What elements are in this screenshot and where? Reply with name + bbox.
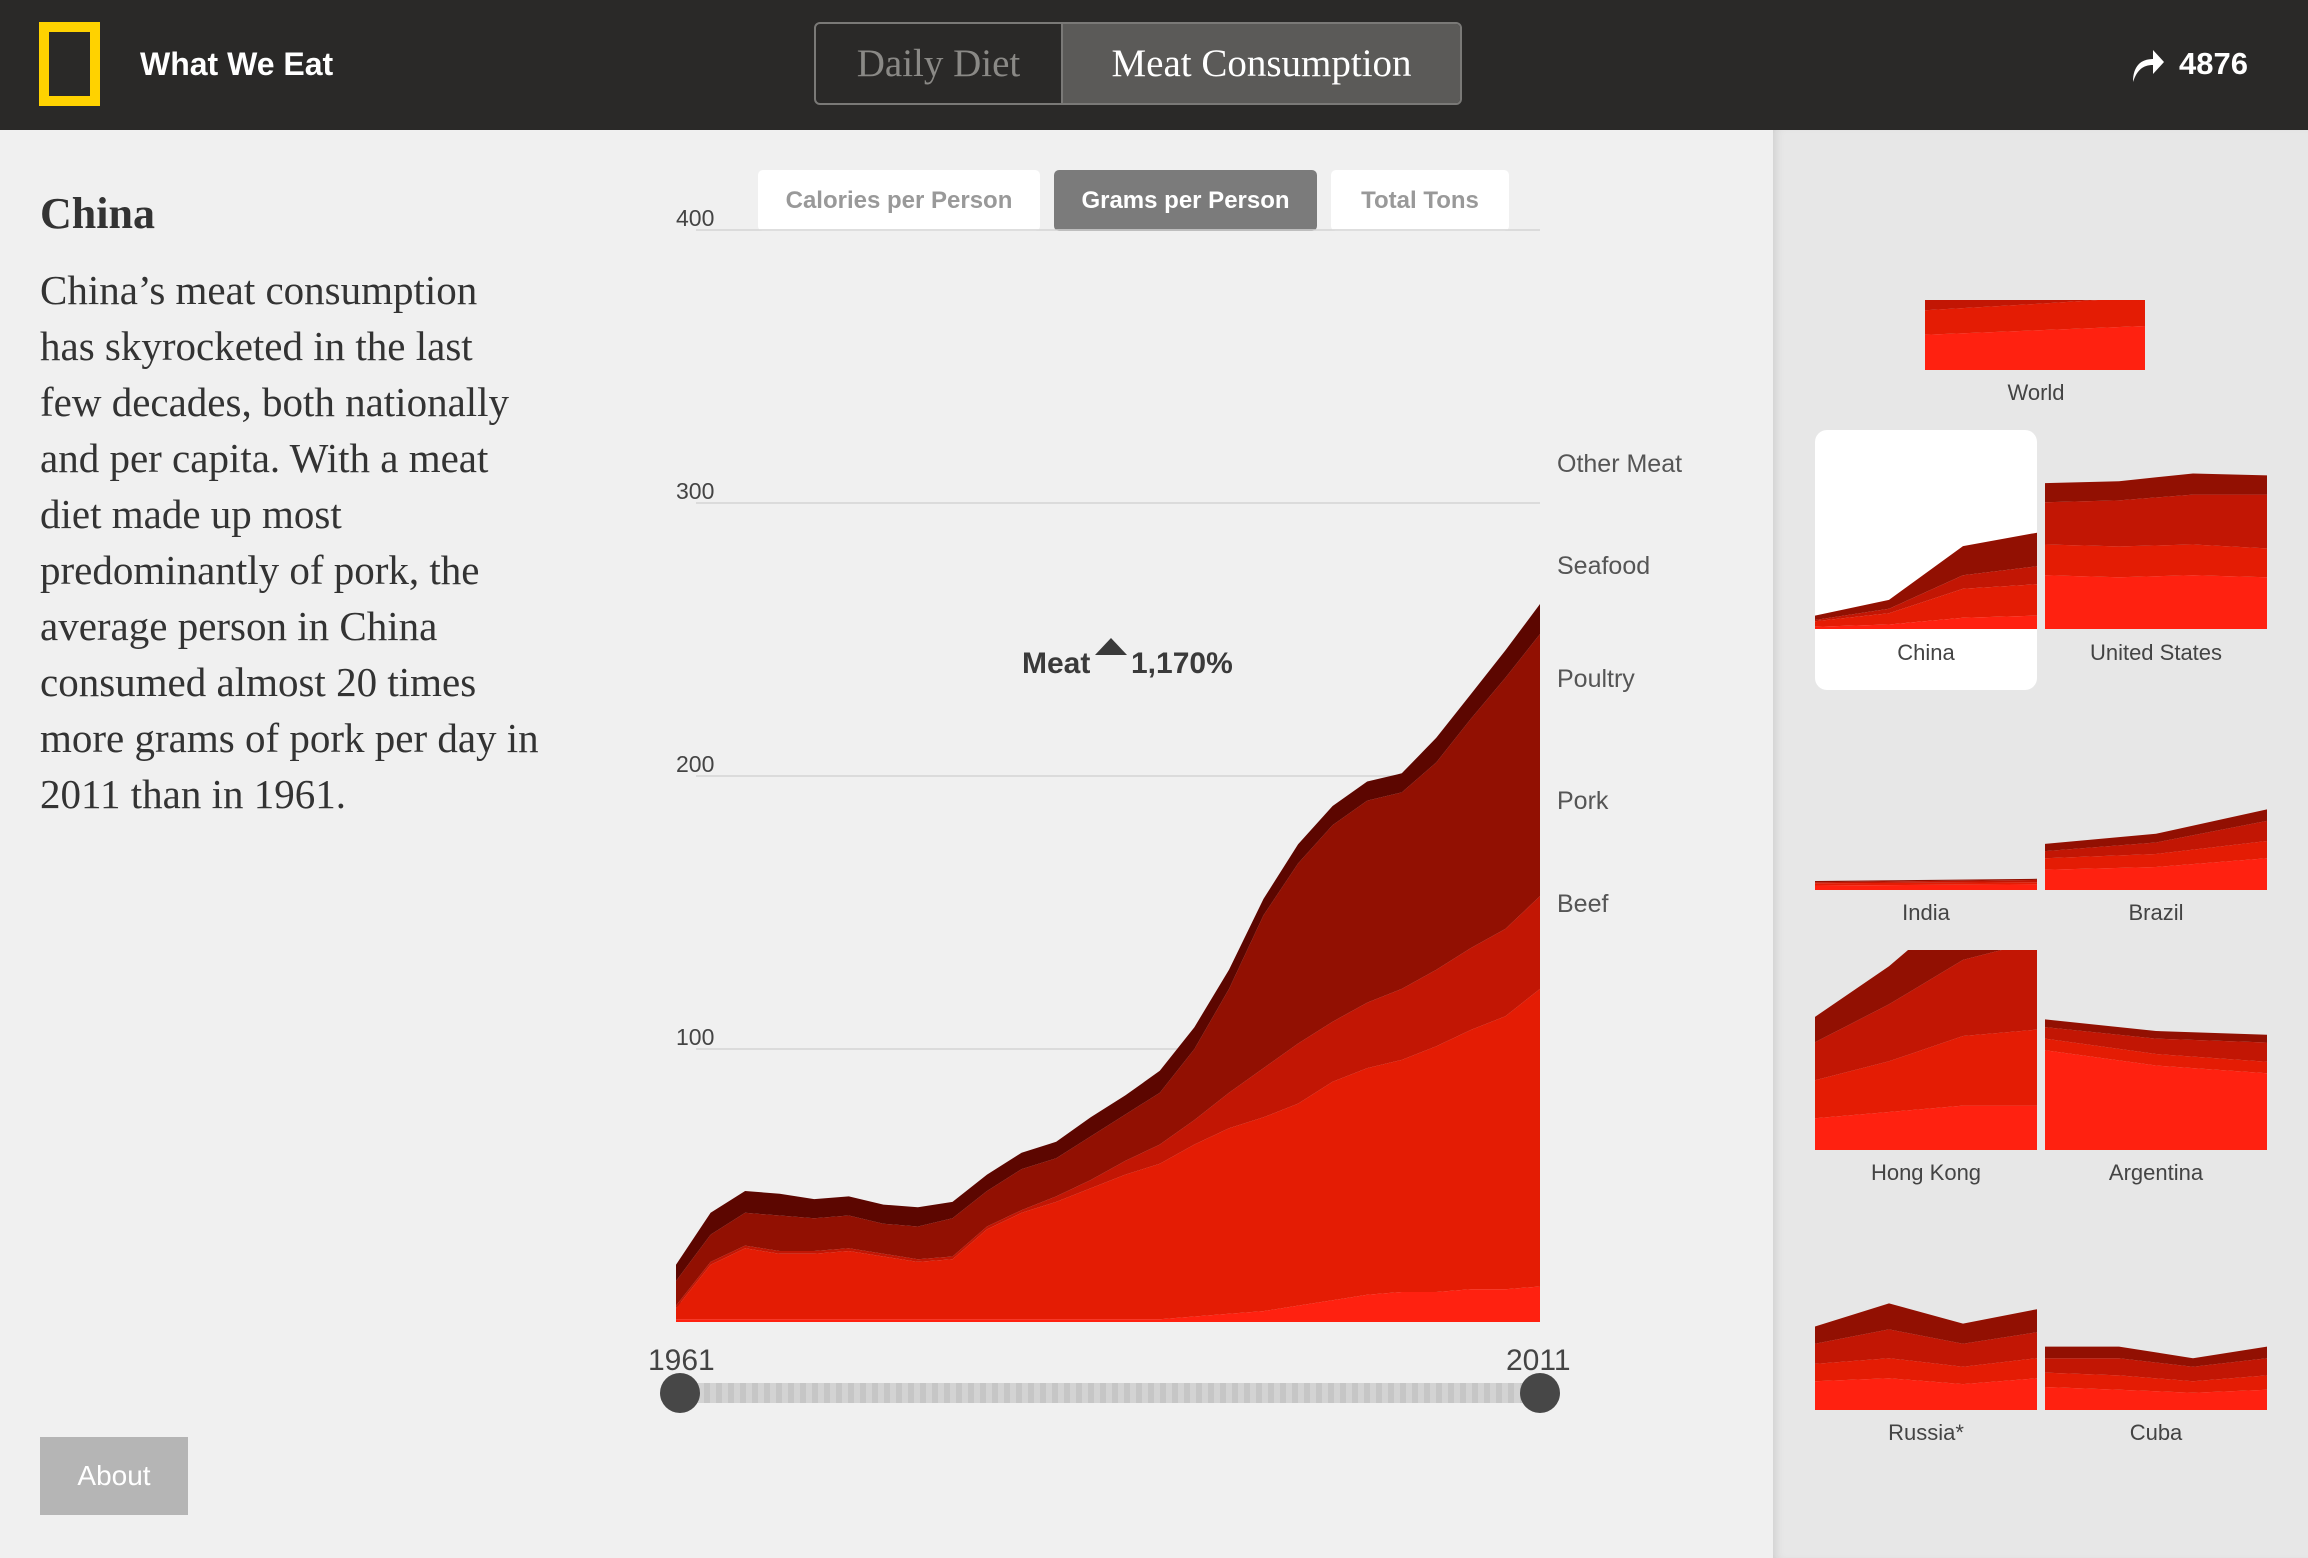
sparkline-area — [1815, 532, 2037, 620]
sparkline-area — [1815, 1329, 2037, 1367]
thumbnail-label: China — [1897, 640, 1955, 665]
sparkline-area — [2045, 1050, 2267, 1150]
thumbnail-cuba[interactable]: Cuba — [2045, 1220, 2267, 1470]
sparkline-world — [1925, 300, 2145, 370]
slider-end-handle[interactable] — [1520, 1373, 1560, 1413]
thumbnail-label: United States — [2089, 640, 2223, 665]
sparkline-area — [1815, 1029, 2037, 1119]
thumbnail-label: Russia* — [1888, 1420, 1964, 1445]
sparkline-area — [2045, 858, 2267, 890]
sparkline-area — [1815, 1303, 2037, 1344]
sparkline-area — [2045, 1372, 2267, 1393]
sparkline-area — [1815, 879, 2037, 884]
area-beef[interactable] — [676, 1286, 1540, 1323]
sparkline-united-states — [2045, 473, 2267, 629]
series-label-seafood: Seafood — [1557, 552, 1650, 580]
sparkline-area — [2045, 544, 2267, 578]
tab-daily-diet[interactable]: Daily Diet — [816, 24, 1063, 103]
tab-grams-per-person[interactable]: Grams per Person — [1054, 170, 1317, 231]
annotation-meat-label: Meat — [1022, 647, 1090, 680]
up-triangle-icon — [1095, 638, 1127, 655]
sparkline-brazil — [2045, 809, 2267, 890]
sparkline-area — [2045, 820, 2267, 859]
sparkline-area — [2045, 1019, 2267, 1043]
country-description: China’s meat consumption has skyrocketed… — [40, 267, 539, 817]
sparkline-area — [2045, 1346, 2267, 1367]
share-button[interactable]: 4876 — [2129, 44, 2248, 84]
sparkline-russia — [1815, 1303, 2037, 1410]
thumbnail-label: India — [1902, 900, 1950, 925]
sparkline-area — [2045, 1358, 2267, 1382]
thumbnail-hong-kong[interactable]: Hong Kong — [1815, 950, 2037, 1210]
country-title: China — [40, 189, 155, 238]
sparkline-area — [1815, 566, 2037, 622]
sparkline-hong-kong — [1815, 950, 2037, 1150]
sparkline-area — [1925, 326, 2145, 370]
sparkline-area — [1925, 300, 2145, 335]
area-other-meat[interactable] — [676, 604, 1540, 1281]
series-label-beef: Beef — [1557, 890, 1608, 918]
sparkline-area — [1815, 615, 2037, 629]
share-arrow-icon — [2133, 50, 2165, 82]
area-pork[interactable] — [676, 988, 1540, 1320]
thumbnail-india[interactable]: India — [1815, 700, 2037, 950]
sparkline-china — [1815, 532, 2037, 629]
sparkline-area — [1815, 1105, 2037, 1150]
sparkline-area — [1815, 882, 2037, 886]
tab-calories-per-person[interactable]: Calories per Person — [758, 170, 1040, 231]
thumbnail-label: Cuba — [2129, 1420, 2183, 1445]
sparkline-area — [1815, 1358, 2037, 1385]
y-tick-label: 400 — [676, 205, 714, 231]
sparkline-india — [1815, 878, 2037, 890]
y-tick-label: 100 — [676, 1024, 714, 1050]
area-seafood[interactable] — [676, 634, 1540, 1306]
mode-toggle: Daily Diet Meat Consumption — [814, 22, 1462, 105]
sparkline-area — [2045, 1038, 2267, 1074]
thumbnail-china[interactable]: China — [1815, 430, 2037, 690]
thumbnail-russia[interactable]: Russia* — [1815, 1220, 2037, 1470]
share-count: 4876 — [2179, 46, 2248, 81]
sparkline-area — [2045, 841, 2267, 870]
y-tick-label: 200 — [676, 751, 714, 777]
sparkline-area — [2045, 1387, 2267, 1410]
year-range-slider[interactable] — [680, 1383, 1540, 1403]
thumbnail-label: Brazil — [2128, 900, 2184, 925]
sparkline-area — [1815, 884, 2037, 890]
meat-consumption-chart: 0100200300400Other MeatSeafoodPoultryPor… — [676, 205, 1682, 1323]
series-label-pork: Pork — [1557, 787, 1609, 815]
sparkline-area — [1815, 950, 2002, 1043]
sparkline-area — [2045, 1027, 2267, 1062]
thumbnail-label: Hong Kong — [1870, 1160, 1982, 1185]
sparkline-area — [2045, 494, 2267, 549]
slider-start-year: 1961 — [648, 1344, 715, 1377]
sparkline-area — [1815, 950, 2037, 1081]
sparkline-area — [1815, 878, 2037, 883]
national-geographic-logo[interactable] — [39, 22, 100, 106]
sparkline-area — [2045, 809, 2267, 852]
tab-total-tons[interactable]: Total Tons — [1331, 170, 1509, 231]
sparkline-area — [2045, 473, 2267, 503]
thumbnail-label: World — [2007, 380, 2065, 405]
about-button[interactable]: About — [40, 1437, 188, 1515]
sparkline-area — [1925, 300, 2098, 311]
thumbnail-argentina[interactable]: Argentina — [2045, 950, 2267, 1210]
sparkline-cuba — [2045, 1346, 2267, 1410]
tab-meat-consumption[interactable]: Meat Consumption — [1063, 24, 1460, 103]
y-tick-label: 300 — [676, 478, 714, 504]
top-bar: What We Eat Daily Diet Meat Consumption … — [0, 0, 2308, 130]
annotation-change-value: 1,170% — [1131, 647, 1233, 680]
thumbnail-world[interactable]: World — [1925, 300, 2147, 430]
thumbnail-label: Argentina — [2108, 1160, 2204, 1185]
sparkline-area — [2045, 575, 2267, 629]
thumbnail-united-states[interactable]: United States — [2045, 430, 2267, 690]
thumbnail-brazil[interactable]: Brazil — [2045, 700, 2267, 950]
sparkline-area — [1815, 1378, 2037, 1410]
series-label-poultry: Poultry — [1557, 665, 1635, 693]
slider-start-handle[interactable] — [660, 1373, 700, 1413]
sparkline-argentina — [2045, 1019, 2267, 1150]
app-title: What We Eat — [140, 46, 334, 82]
slider-end-year: 2011 — [1506, 1344, 1571, 1377]
series-label-other-meat: Other Meat — [1557, 450, 1682, 478]
sparkline-area — [1815, 584, 2037, 627]
